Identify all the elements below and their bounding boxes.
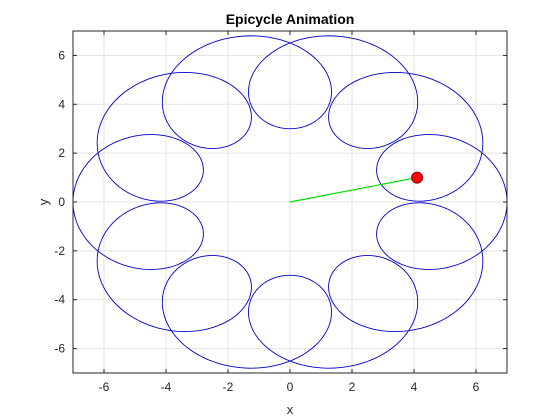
x-tick-label: 0 bbox=[287, 380, 294, 394]
y-tick-label: 4 bbox=[58, 97, 65, 111]
grid bbox=[73, 31, 507, 373]
y-tick-label: -6 bbox=[54, 342, 65, 356]
y-axis-label: y bbox=[36, 198, 51, 205]
ticks: -6 -4 -2 0 2 4 6 -6 -4 -2 0 2 4 6 bbox=[54, 31, 507, 394]
y-tick-label: 0 bbox=[58, 195, 65, 209]
y-tick-label: -2 bbox=[54, 244, 65, 258]
moving-point-marker bbox=[411, 171, 424, 184]
plot-area bbox=[73, 35, 507, 369]
x-tick-label: -6 bbox=[99, 380, 110, 394]
y-tick-label: -4 bbox=[54, 293, 65, 307]
x-tick-label: 2 bbox=[349, 380, 356, 394]
x-tick-label: -2 bbox=[223, 380, 234, 394]
y-tick-label: 2 bbox=[58, 146, 65, 160]
chart-title: Epicycle Animation bbox=[226, 11, 355, 27]
epicycle-trace-line bbox=[73, 35, 507, 369]
x-tick-label: 6 bbox=[473, 380, 480, 394]
x-tick-label: -4 bbox=[161, 380, 172, 394]
x-tick-label: 4 bbox=[411, 380, 418, 394]
epicycle-arm-line bbox=[289, 176, 418, 203]
x-axis-label: x bbox=[287, 402, 294, 417]
y-tick-label: 6 bbox=[58, 48, 65, 62]
